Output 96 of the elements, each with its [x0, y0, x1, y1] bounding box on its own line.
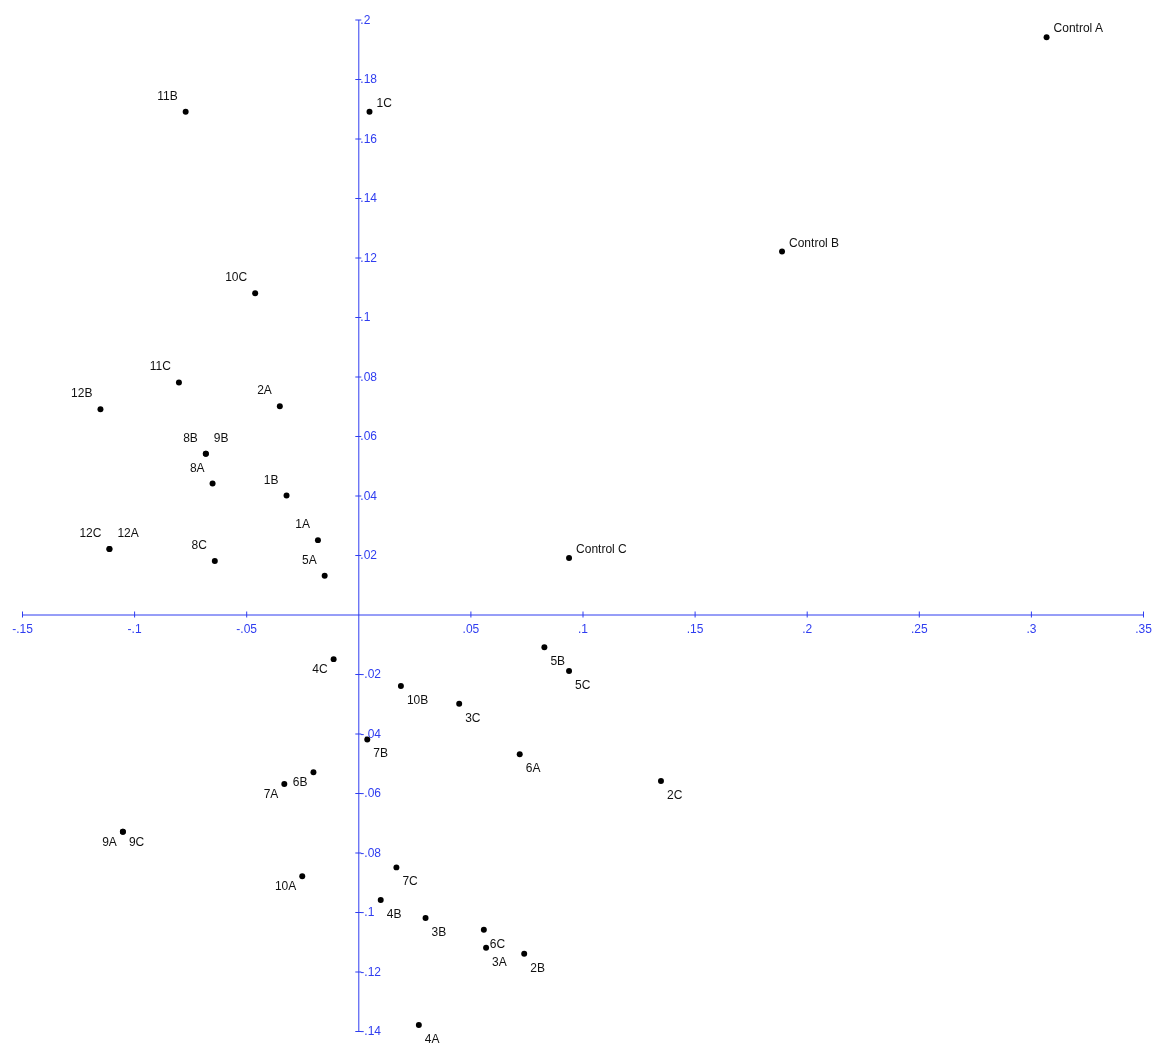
- y-tick-label: -.08: [360, 845, 382, 860]
- annotation: 7B: [373, 746, 388, 761]
- point: [330, 656, 337, 663]
- y-tick-label: .06: [360, 429, 378, 444]
- x-tick-label: .3: [1026, 621, 1037, 636]
- x-tick-label: .2: [802, 621, 813, 636]
- y-tick-label: -.12: [360, 964, 382, 979]
- y-tick-label: -.04: [360, 726, 382, 741]
- annotation: 11B: [157, 88, 178, 103]
- y-tick-label: .12: [360, 250, 378, 265]
- annotation: 7C: [402, 874, 419, 889]
- x-tick-label: .15: [686, 621, 704, 636]
- annotation: Control B: [789, 235, 840, 250]
- y-tick-label: .2: [360, 12, 371, 27]
- y-tick-label: -.1: [360, 905, 375, 920]
- annotation: 5C: [575, 678, 591, 693]
- point: [314, 537, 321, 544]
- point: [779, 248, 786, 255]
- x-tick-label: -.05: [236, 621, 258, 636]
- y-tick-label: .14: [360, 191, 378, 206]
- annotation: 9B: [213, 430, 229, 445]
- y-tick-label: .1: [360, 310, 371, 325]
- point: [209, 480, 216, 487]
- annotation: 2C: [666, 788, 683, 803]
- point: [456, 700, 463, 707]
- annotation: 12C: [79, 526, 102, 541]
- point: [281, 781, 288, 788]
- annotation: 4B: [386, 907, 402, 922]
- annotation: 4C: [312, 662, 328, 677]
- x-tick-label: -.1: [127, 621, 142, 636]
- point: [97, 406, 104, 413]
- point: [211, 557, 218, 564]
- point: [299, 873, 306, 880]
- annotation: 12A: [117, 526, 139, 541]
- y-tick-label: .02: [360, 548, 378, 563]
- point: [175, 379, 182, 386]
- point: [321, 572, 328, 579]
- annotation: 3B: [431, 924, 447, 939]
- point: [566, 668, 573, 674]
- point: [276, 403, 283, 410]
- y-tick-label: -.06: [360, 786, 382, 801]
- point: [566, 555, 573, 561]
- y-tick-label: .04: [360, 488, 378, 503]
- annotation: 9C: [128, 834, 145, 849]
- annotation: 5A: [301, 552, 317, 567]
- point: [1043, 34, 1050, 41]
- y-tick-label: .18: [360, 72, 378, 87]
- point: [283, 492, 290, 499]
- y-tick-label: -.02: [360, 667, 382, 682]
- point: [366, 108, 373, 115]
- point: [182, 108, 189, 115]
- point: [377, 897, 384, 904]
- annotation: 2A: [257, 383, 272, 398]
- point: [310, 769, 317, 776]
- point: [480, 926, 487, 933]
- point: [397, 682, 404, 689]
- x-tick-label: -.15: [12, 621, 34, 636]
- y-tick-label: .08: [360, 369, 378, 384]
- point: [415, 1022, 422, 1029]
- annotation: 9A: [102, 834, 117, 849]
- annotation: 8C: [191, 537, 208, 552]
- annotation: 6B: [292, 775, 308, 790]
- annotation: 10C: [225, 270, 248, 285]
- x-tick-label: .1: [577, 621, 589, 636]
- point: [516, 751, 523, 758]
- annotation: 8A: [189, 460, 205, 475]
- point: [422, 914, 429, 921]
- annotation: 7A: [263, 787, 279, 802]
- annotation: 2B: [530, 960, 545, 975]
- x-tick-label: .35: [1135, 621, 1153, 636]
- point: [252, 290, 259, 297]
- y-tick-label: -.14: [360, 1024, 382, 1039]
- annotation: 10A: [274, 879, 297, 894]
- y-tick-label: .16: [360, 131, 378, 146]
- annotation: 4A: [424, 1032, 440, 1047]
- annotation: Control A: [1053, 21, 1103, 36]
- point: [393, 864, 400, 871]
- annotation: 1C: [376, 95, 393, 110]
- annotation: 8B: [183, 430, 198, 445]
- point: [521, 950, 528, 957]
- annotation: Control C: [576, 541, 628, 556]
- annotation: 6C: [489, 936, 506, 951]
- annotation: 1B: [263, 472, 279, 487]
- annotation: 1A: [295, 517, 310, 532]
- annotation: 10B: [406, 692, 429, 707]
- annotation: 3A: [492, 954, 507, 969]
- annotation: 5B: [550, 654, 566, 669]
- annotation: 3C: [465, 710, 481, 725]
- x-tick-label: .25: [910, 621, 928, 636]
- x-tick-label: .05: [462, 621, 480, 636]
- annotation: 6A: [525, 761, 541, 776]
- annotation: 12B: [71, 386, 93, 401]
- annotation: 11C: [149, 359, 172, 374]
- point: [657, 778, 664, 785]
- point: [483, 944, 490, 951]
- point: [541, 644, 548, 651]
